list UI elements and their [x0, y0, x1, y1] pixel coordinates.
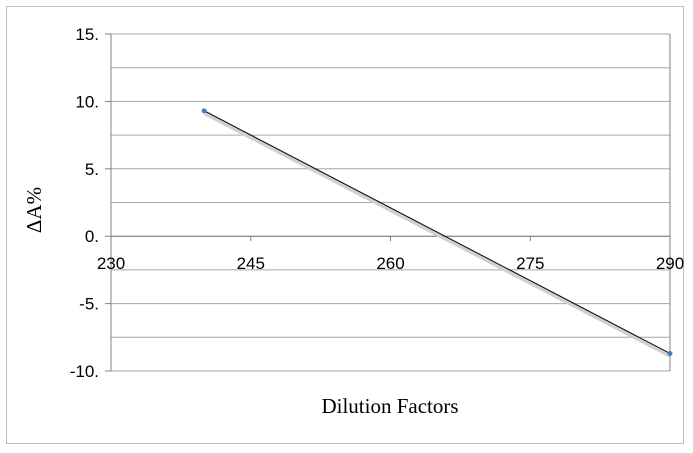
y-tick-label: 0. [85, 227, 99, 246]
trendline [204, 114, 670, 357]
y-tick-label: -10. [70, 362, 99, 381]
y-tick-label: -5. [79, 295, 99, 314]
data-point [202, 108, 207, 113]
x-axis-title: Dilution Factors [321, 394, 458, 418]
y-axis-title: ΔA% [22, 187, 46, 233]
line-chart: 15. 10. 5. 0. -5. -10. 230 245 260 275 290 Dilutio… [7, 7, 685, 445]
x-tick-label: 290 [656, 254, 684, 273]
y-tick-label: 10. [75, 92, 99, 111]
chart-frame: 15. 10. 5. 0. -5. -10. 230 245 260 275 290 Dilutio… [6, 6, 684, 444]
series-line [204, 111, 670, 354]
data-series [202, 108, 673, 356]
gridlines [111, 34, 670, 371]
x-tick-label: 275 [516, 254, 544, 273]
x-tick-label: 260 [376, 254, 404, 273]
y-tick-label: 15. [75, 25, 99, 44]
y-tick-label: 5. [85, 160, 99, 179]
x-tick-label: 230 [97, 254, 125, 273]
data-point [668, 351, 673, 356]
x-tick-label: 245 [237, 254, 265, 273]
